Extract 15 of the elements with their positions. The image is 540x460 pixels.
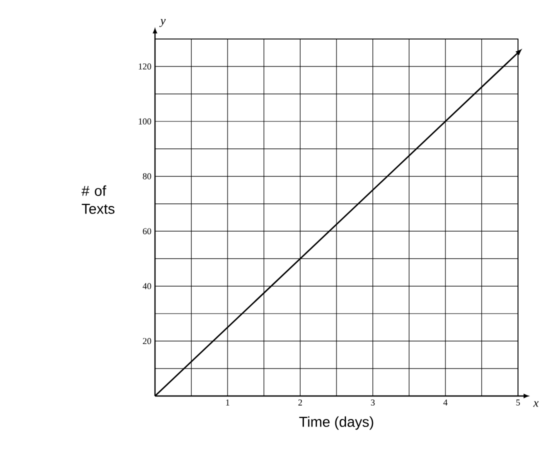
y-tick-label: 120: [138, 63, 152, 70]
y-tick-label: 60: [142, 228, 152, 234]
x-axis-title: Time (days): [299, 416, 374, 430]
y-tick-label: 100: [138, 118, 152, 124]
y-tick-label: 20: [142, 338, 152, 344]
text: x: [533, 401, 539, 407]
x-tick-label: 1: [226, 400, 230, 406]
y-axis-title: # of Texts: [82, 185, 114, 214]
x-tick-label: 5: [516, 400, 520, 406]
x-tick-label: 4: [443, 400, 448, 406]
x-tick-label: 3: [370, 400, 375, 406]
y-tick-label: 80: [142, 173, 152, 180]
y-tick-label: 40: [142, 283, 152, 290]
x-tick-label: 2: [298, 400, 302, 406]
text: y: [159, 18, 166, 28]
